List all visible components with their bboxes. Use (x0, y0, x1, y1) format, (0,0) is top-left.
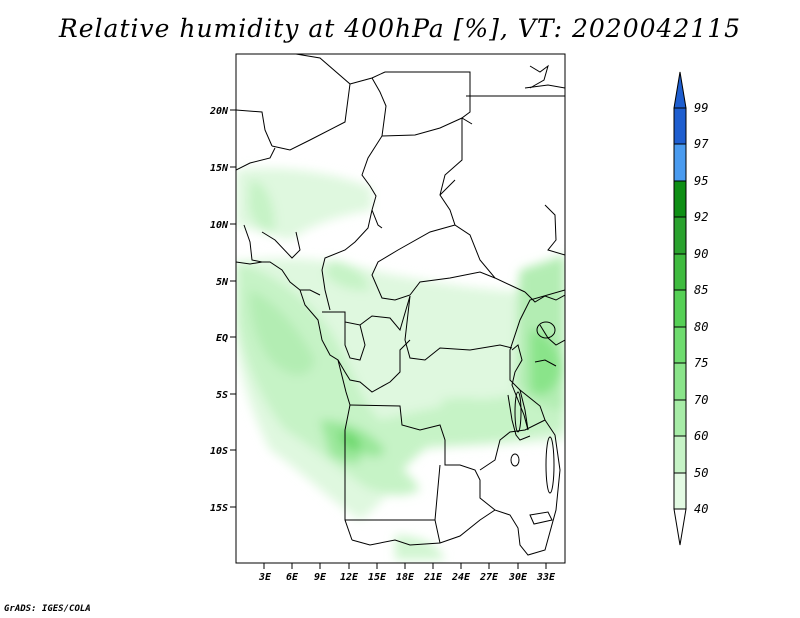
colorbar-segment (673, 399, 687, 437)
colorbar-segment (673, 216, 687, 255)
colorbar-label: 60 (694, 429, 708, 443)
map-area (236, 54, 565, 563)
country-borders (236, 54, 565, 556)
lat-label: 5S (216, 390, 228, 401)
colorbar-segment (673, 326, 687, 364)
colorbar-label: 95 (694, 174, 708, 188)
lon-label: 24E (451, 572, 471, 583)
colorbar-label: 99 (694, 101, 708, 115)
colorbar-label: 70 (694, 393, 708, 407)
lon-label: 15E (368, 572, 387, 583)
colorbar-label: 92 (694, 210, 708, 224)
lon-labels: 3E 6E 9E 12E 15E 18E 21E 24E 27E 30E 33E (258, 572, 556, 583)
lat-label: 10S (210, 446, 228, 457)
colorbar-label: 40 (694, 502, 708, 516)
colorbar-labels: 99 97 95 92 90 85 80 75 70 60 50 40 (694, 101, 709, 516)
lon-label: 27E (479, 572, 499, 583)
colorbar-segment (673, 180, 687, 218)
lon-label: 30E (508, 572, 528, 583)
credit-label: GrADS: IGES/COLA (4, 604, 91, 614)
colorbar-label: 80 (694, 320, 708, 334)
lon-label: 3E (258, 572, 272, 583)
colorbar-segment (673, 289, 687, 328)
colorbar-segment (673, 253, 687, 291)
lat-label: 20N (209, 106, 229, 117)
colorbar (673, 71, 687, 546)
colorbar-segment (673, 107, 687, 145)
lat-ticks (230, 109, 236, 508)
map-frame (235, 53, 566, 564)
colorbar-bottom-arrow (673, 508, 687, 546)
colorbar-segment (673, 472, 687, 510)
lon-label: 6E (286, 572, 299, 583)
lat-labels: 20N 15N 10N 5N EQ 5S 10S 15S (209, 106, 229, 514)
colorbar-label: 85 (694, 283, 708, 297)
colorbar-segment (673, 435, 687, 474)
colorbar-label: 50 (694, 466, 708, 480)
lat-label: EQ (216, 333, 228, 344)
lon-ticks (263, 563, 547, 569)
colorbar-segment (673, 362, 687, 401)
lon-label: 9E (314, 572, 327, 583)
colorbar-label: 97 (694, 137, 709, 151)
colorbar-segment (673, 143, 687, 182)
lat-label: 10N (210, 220, 229, 231)
lat-label: 5N (216, 277, 229, 288)
lat-label: 15N (210, 163, 229, 174)
lat-label: 15S (210, 503, 228, 514)
lon-label: 18E (396, 572, 415, 583)
colorbar-label: 90 (694, 247, 708, 261)
colorbar-top-arrow (673, 71, 687, 109)
lon-label: 12E (340, 572, 359, 583)
lon-label: 21E (423, 572, 443, 583)
lon-label: 33E (536, 572, 556, 583)
lakes (510, 64, 556, 525)
map-title: Relative humidity at 400hPa [%], VT: 202… (58, 14, 742, 43)
colorbar-label: 75 (694, 356, 708, 370)
